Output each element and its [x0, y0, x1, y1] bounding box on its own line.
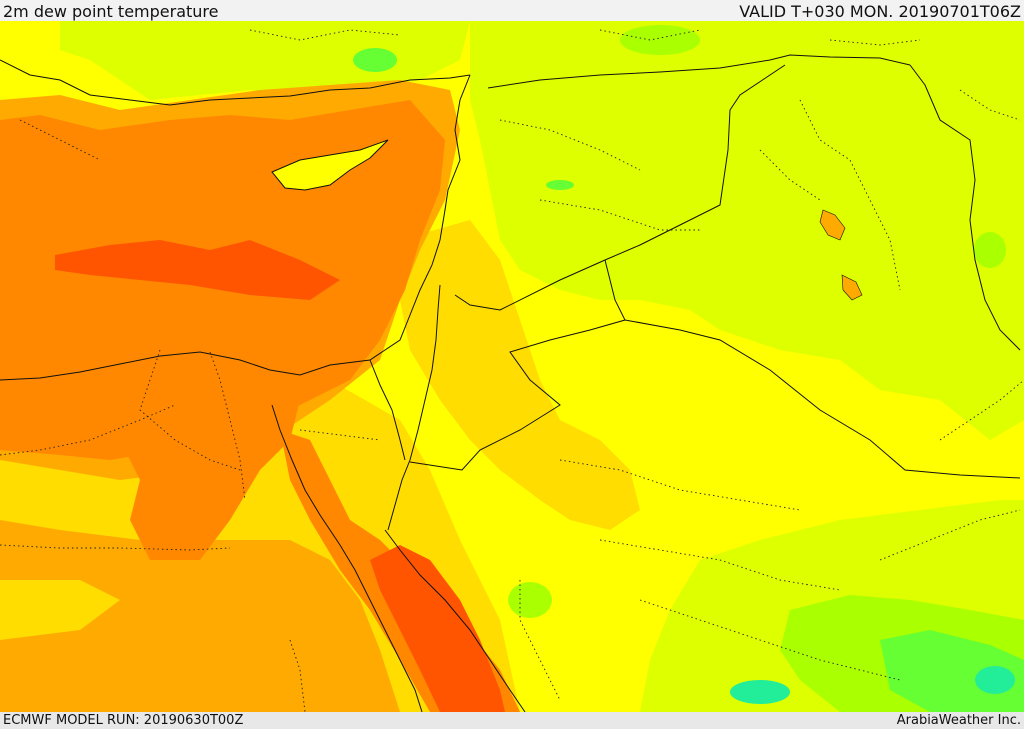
- admin-boundaries: [0, 29, 1024, 712]
- border-syria-iraq-north: [487, 54, 911, 89]
- map-title: 2m dew point temperature: [3, 2, 219, 21]
- lake-shape-2: [841, 274, 863, 301]
- field-red-orange-red-sea: [370, 545, 505, 712]
- border-jordan-valley: [387, 284, 441, 531]
- field-teal-southeast: [975, 666, 1015, 694]
- dew-point-map: [0, 21, 1024, 712]
- field-gold-levant: [400, 220, 640, 530]
- border-israel-egypt: [369, 359, 406, 461]
- border-iraq-saudi: [624, 319, 1021, 479]
- map-canvas: [0, 21, 1024, 712]
- field-green-syria: [546, 180, 574, 190]
- cyprus-island: [271, 139, 389, 191]
- field-red-orange-mediterranean: [55, 240, 340, 300]
- field-lime-northeast: [470, 21, 1024, 440]
- border-iran-iraq: [909, 64, 1021, 351]
- field-amber-egypt-south: [0, 520, 400, 712]
- border-jordan-saudi: [409, 259, 626, 471]
- field-teal-south: [730, 680, 790, 704]
- valid-time-label: VALID T+030 MON. 20190701T06Z: [739, 2, 1021, 21]
- field-green-turkey: [353, 48, 397, 72]
- field-light-green-north: [620, 25, 700, 55]
- field-lime-north-turkey: [60, 21, 470, 100]
- footer-bar: ECMWF MODEL RUN: 20190630T00Z ArabiaWeat…: [0, 712, 1024, 729]
- coastline-levant: [0, 74, 471, 381]
- coastline-red-sea-west: [271, 404, 423, 712]
- border-syria-iraq: [454, 64, 786, 311]
- model-run-label: ECMWF MODEL RUN: 20190630T00Z: [3, 713, 244, 728]
- coastline-red-sea-east: [384, 529, 526, 712]
- field-light-green-arabia: [508, 582, 552, 618]
- field-light-green-iran: [974, 232, 1006, 268]
- coastline-turkey: [0, 59, 471, 106]
- lake-shape-1: [819, 209, 846, 241]
- field-orange-egypt: [120, 355, 300, 560]
- header-bar: 2m dew point temperature VALID T+030 MON…: [0, 0, 1024, 21]
- credit-label: ArabiaWeather Inc.: [896, 713, 1021, 728]
